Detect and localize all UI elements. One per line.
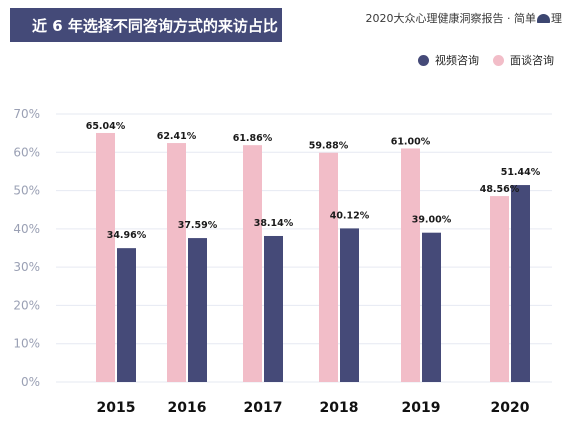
- y-tick-label: 70%: [13, 107, 40, 121]
- bar-inperson: [243, 145, 262, 382]
- x-tick-label: 2016: [168, 400, 207, 416]
- data-label-video: 34.96%: [107, 230, 147, 241]
- data-label-inperson: 65.04%: [86, 121, 126, 132]
- data-label-video: 39.00%: [412, 215, 452, 226]
- x-tick-label: 2015: [97, 400, 136, 416]
- y-tick-label: 50%: [13, 184, 40, 198]
- legend-label-inperson: 面谈咨询: [510, 54, 554, 67]
- bar-video: [422, 232, 441, 382]
- y-tick-label: 20%: [13, 298, 40, 312]
- bar-inperson: [401, 148, 420, 382]
- bar-inperson: [96, 132, 115, 382]
- bar-video: [117, 248, 136, 382]
- x-tick-label: 2017: [244, 400, 283, 416]
- data-label-inperson: 62.41%: [157, 131, 197, 142]
- legend-swatch-video: [418, 54, 429, 66]
- bar-video: [340, 228, 359, 382]
- legend-swatch-inperson: [493, 54, 504, 66]
- legend-item-inperson: 面谈咨询: [493, 52, 554, 68]
- y-tick-label: 30%: [13, 260, 40, 274]
- legend-item-video: 视频咨询: [418, 52, 479, 68]
- data-label-video: 40.12%: [330, 210, 370, 221]
- bar-inperson: [490, 196, 509, 382]
- y-tick-label: 60%: [13, 145, 40, 159]
- bar-inperson: [167, 143, 186, 382]
- data-label-video: 37.59%: [178, 220, 218, 231]
- bar-video: [188, 238, 207, 382]
- data-label-inperson: 61.86%: [233, 133, 273, 144]
- x-tick-label: 2018: [320, 400, 359, 416]
- source-text: 2020大众心理健康洞察报告 · 简单: [365, 12, 536, 25]
- data-label-inperson: 59.88%: [309, 141, 349, 152]
- legend: 视频咨询 面谈咨询: [404, 52, 554, 68]
- data-label-inperson: 48.56%: [480, 184, 520, 195]
- x-tick-label: 2020: [491, 400, 530, 416]
- source-text-end: 理: [551, 12, 562, 25]
- bar-inperson: [319, 152, 338, 382]
- data-label-video: 51.44%: [501, 167, 541, 178]
- bar-video: [511, 185, 530, 382]
- title-banner: 近 6 年选择不同咨询方式的来访占比: [10, 8, 282, 42]
- data-label-inperson: 61.00%: [391, 136, 431, 147]
- legend-label-video: 视频咨询: [435, 54, 479, 67]
- y-tick-label: 10%: [13, 337, 40, 351]
- source-credit: 2020大众心理健康洞察报告 · 简单 理: [366, 10, 562, 26]
- y-tick-label: 40%: [13, 222, 40, 236]
- y-tick-label: 0%: [21, 375, 40, 389]
- heart-brain-icon: [537, 13, 550, 23]
- data-label-video: 38.14%: [254, 218, 294, 229]
- chart-title: 近 6 年选择不同咨询方式的来访占比: [32, 16, 278, 35]
- bar-video: [264, 235, 283, 382]
- x-tick-label: 2019: [402, 400, 441, 416]
